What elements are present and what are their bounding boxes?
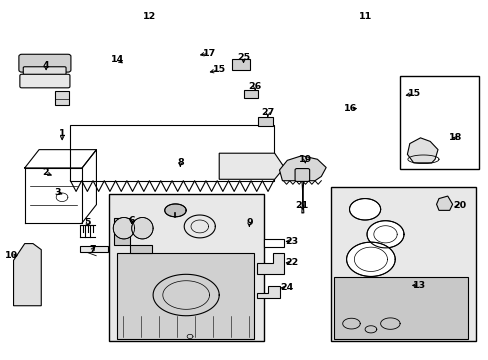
Text: 15: 15 (212, 66, 225, 75)
Text: 4: 4 (43, 61, 49, 70)
Text: 26: 26 (248, 82, 261, 91)
Polygon shape (164, 204, 186, 217)
FancyBboxPatch shape (294, 168, 309, 181)
Bar (55, 91, 69, 105)
Bar (80, 246, 108, 252)
Polygon shape (346, 242, 394, 276)
Text: 22: 22 (285, 258, 298, 267)
Text: 8: 8 (177, 158, 183, 167)
Text: 13: 13 (412, 281, 425, 290)
Polygon shape (366, 221, 403, 248)
Text: 19: 19 (298, 155, 311, 164)
Polygon shape (279, 156, 325, 181)
Text: 2: 2 (42, 168, 48, 177)
Text: 14: 14 (110, 55, 123, 64)
Polygon shape (219, 153, 284, 179)
Polygon shape (114, 217, 152, 253)
Text: 6: 6 (128, 216, 135, 225)
Text: 3: 3 (54, 188, 61, 197)
Text: 5: 5 (84, 218, 91, 227)
Text: 20: 20 (452, 201, 465, 210)
Text: 15: 15 (407, 89, 420, 98)
Text: 23: 23 (285, 237, 298, 246)
Text: 25: 25 (237, 53, 249, 62)
Text: 12: 12 (143, 12, 156, 21)
Text: 27: 27 (261, 108, 274, 117)
Text: 10: 10 (4, 251, 18, 260)
Polygon shape (256, 287, 279, 298)
Bar (109, 194, 264, 342)
FancyBboxPatch shape (19, 54, 71, 72)
Bar (399, 76, 478, 169)
Bar (258, 117, 272, 126)
Polygon shape (113, 217, 134, 239)
Polygon shape (407, 138, 437, 163)
Text: 1: 1 (59, 129, 65, 138)
Polygon shape (117, 253, 254, 339)
Text: 18: 18 (448, 133, 462, 142)
Bar (264, 239, 284, 247)
Text: 16: 16 (343, 104, 356, 113)
Text: 17: 17 (203, 49, 216, 58)
Text: 9: 9 (245, 219, 252, 228)
Text: 24: 24 (280, 283, 293, 292)
Polygon shape (131, 217, 153, 239)
Polygon shape (436, 196, 452, 210)
Text: 7: 7 (89, 245, 96, 254)
Polygon shape (334, 277, 467, 339)
Bar (243, 90, 258, 98)
Bar (231, 59, 250, 70)
Bar (70, 125, 273, 181)
Text: 21: 21 (295, 201, 308, 210)
FancyBboxPatch shape (20, 74, 70, 88)
Polygon shape (256, 253, 284, 274)
Polygon shape (14, 244, 41, 306)
Polygon shape (349, 199, 380, 220)
FancyBboxPatch shape (23, 67, 66, 75)
Bar (330, 187, 475, 342)
Text: 11: 11 (358, 12, 371, 21)
